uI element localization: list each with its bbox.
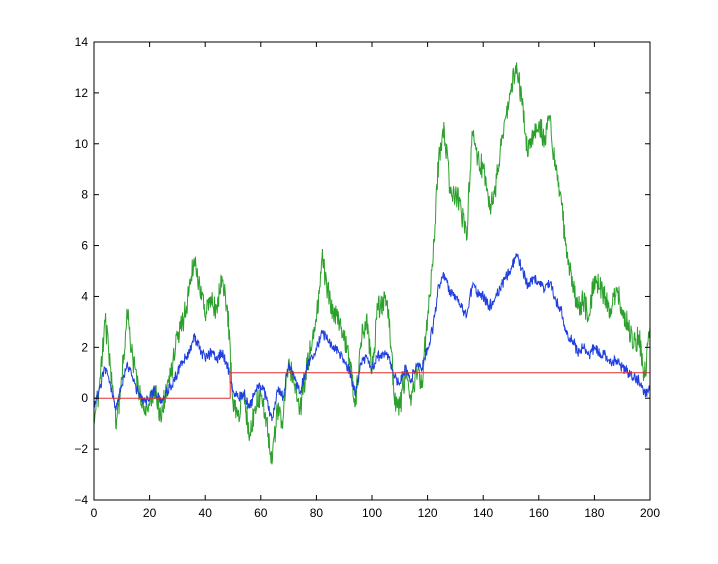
x-tick-label: 40: [199, 506, 213, 520]
y-tick-label: 6: [81, 239, 88, 253]
x-tick-label: 200: [640, 506, 660, 520]
x-tick-label: 180: [584, 506, 604, 520]
y-tick-label: 14: [75, 35, 89, 49]
blue-series-line: [93, 253, 651, 422]
x-tick-label: 160: [529, 506, 549, 520]
y-tick-label: 10: [75, 137, 89, 151]
y-tick-label: −2: [74, 442, 88, 456]
x-tick-label: 140: [473, 506, 493, 520]
x-tick-label: 120: [418, 506, 438, 520]
green-series-line: [93, 62, 651, 465]
y-tick-label: 12: [75, 86, 89, 100]
x-tick-label: 60: [254, 506, 268, 520]
y-tick-label: 2: [81, 340, 88, 354]
x-tick-label: 100: [362, 506, 382, 520]
y-tick-label: 0: [81, 391, 88, 405]
y-tick-label: −4: [74, 493, 88, 507]
series-layer: [93, 62, 651, 465]
x-tick-label: 0: [91, 506, 98, 520]
x-tick-label: 20: [143, 506, 157, 520]
plot-area-frame: [93, 41, 651, 501]
y-tick-label: 4: [81, 289, 88, 303]
x-tick-label: 80: [310, 506, 324, 520]
red-series-line: [94, 372, 650, 399]
x-axis: 0 20 40 60 80 100 120 140 160 180 200: [91, 42, 660, 520]
y-axis: −4 −2 0 2 4 6 8 10 12 14: [74, 35, 650, 507]
y-tick-label: 8: [81, 188, 88, 202]
